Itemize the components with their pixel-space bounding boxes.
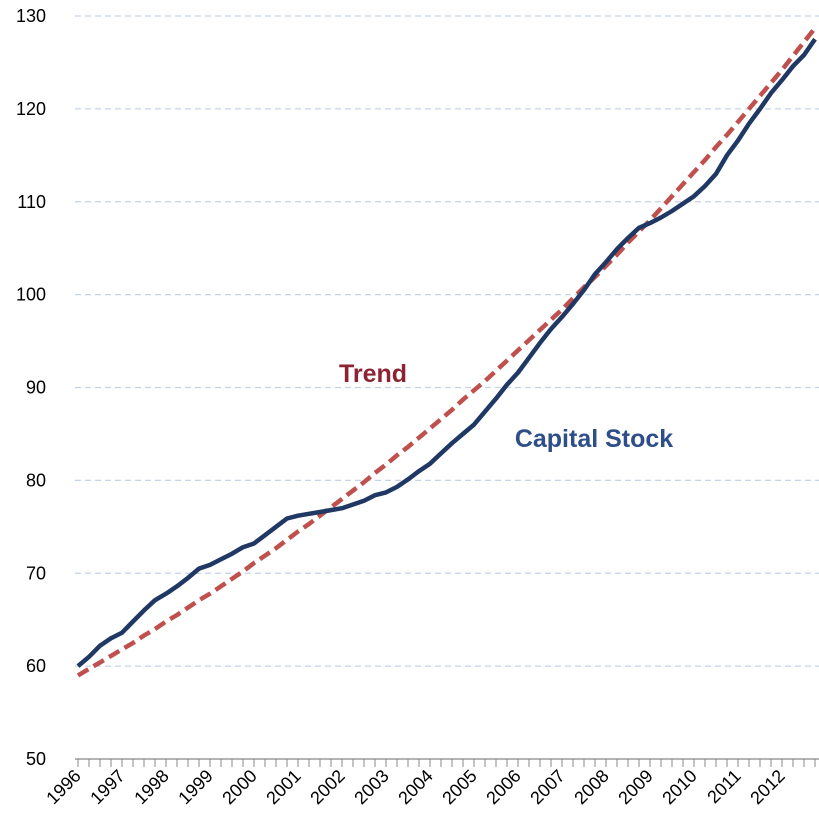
x-tick-label: 1998	[130, 766, 172, 808]
y-tick-label: 60	[26, 656, 46, 676]
x-tick-label: 2002	[306, 766, 348, 808]
x-tick-label: 2006	[482, 766, 524, 808]
x-tick-label: 2010	[658, 766, 700, 808]
x-tick-label: 1997	[86, 766, 128, 808]
y-tick-label: 130	[16, 6, 46, 26]
x-tick-label: 2011	[703, 766, 745, 808]
x-tick-label: 2009	[614, 766, 656, 808]
y-tick-label: 70	[26, 563, 46, 583]
x-tick-label: 2000	[218, 766, 260, 808]
annotation: Trend	[339, 360, 407, 388]
series-line	[76, 37, 817, 668]
x-tick-label: 2004	[394, 766, 436, 808]
x-tick-label: 2012	[746, 766, 788, 808]
x-tick-label: 1999	[174, 766, 216, 808]
y-tick-label: 90	[26, 378, 46, 398]
y-tick-label: 100	[16, 285, 46, 305]
y-tick-label: 120	[16, 99, 46, 119]
y-tick-label: 50	[26, 749, 46, 769]
x-tick-label: 2001	[262, 766, 304, 808]
y-tick-label: 110	[17, 192, 46, 212]
x-tick-label: 2005	[438, 766, 480, 808]
x-tick-label: 1996	[42, 766, 84, 808]
y-tick-label: 80	[26, 470, 46, 490]
x-tick-label: 2008	[570, 766, 612, 808]
series-line	[76, 26, 817, 678]
x-tick-label: 2007	[526, 766, 568, 808]
annotation: Capital Stock	[515, 425, 673, 453]
x-tick-label: 2003	[350, 766, 392, 808]
